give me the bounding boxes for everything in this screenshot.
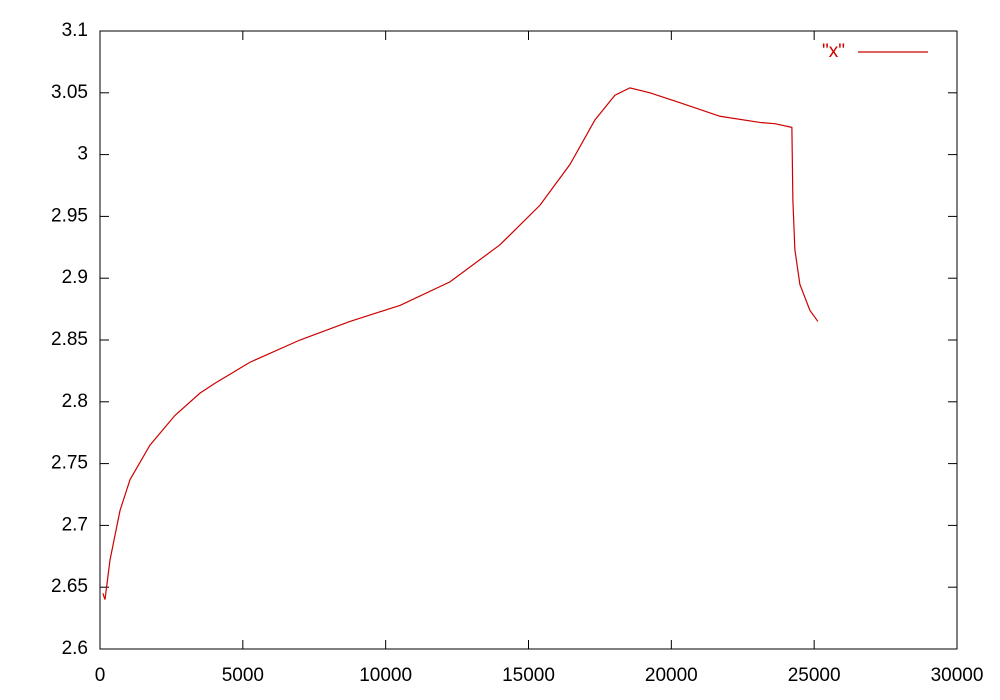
x-tick-label: 25000: [788, 665, 841, 686]
y-tick-label: 3.1: [62, 20, 88, 41]
data-line: [102, 87, 819, 600]
x-tick-label: 15000: [502, 665, 555, 686]
y-tick-label: 3: [77, 144, 88, 165]
y-tick-label: 2.7: [62, 514, 88, 535]
y-tick-label: 2.8: [62, 391, 88, 412]
y-tick-label: 3.05: [51, 82, 88, 103]
y-tick-label: 2.75: [51, 453, 88, 474]
y-tick-label: 2.6: [62, 638, 88, 659]
legend-label: "x": [822, 41, 845, 62]
x-tick-label: 30000: [931, 665, 984, 686]
y-tick-label: 2.9: [62, 267, 88, 288]
y-tick-label: 2.65: [51, 576, 88, 597]
y-tick-label: 2.95: [51, 205, 88, 226]
x-tick-label: 0: [95, 665, 106, 686]
x-tick-label: 20000: [645, 665, 698, 686]
x-tick-label: 10000: [359, 665, 412, 686]
x-tick-label: 5000: [222, 665, 264, 686]
plot-border: [99, 30, 958, 650]
y-tick-label: 2.85: [51, 329, 88, 350]
